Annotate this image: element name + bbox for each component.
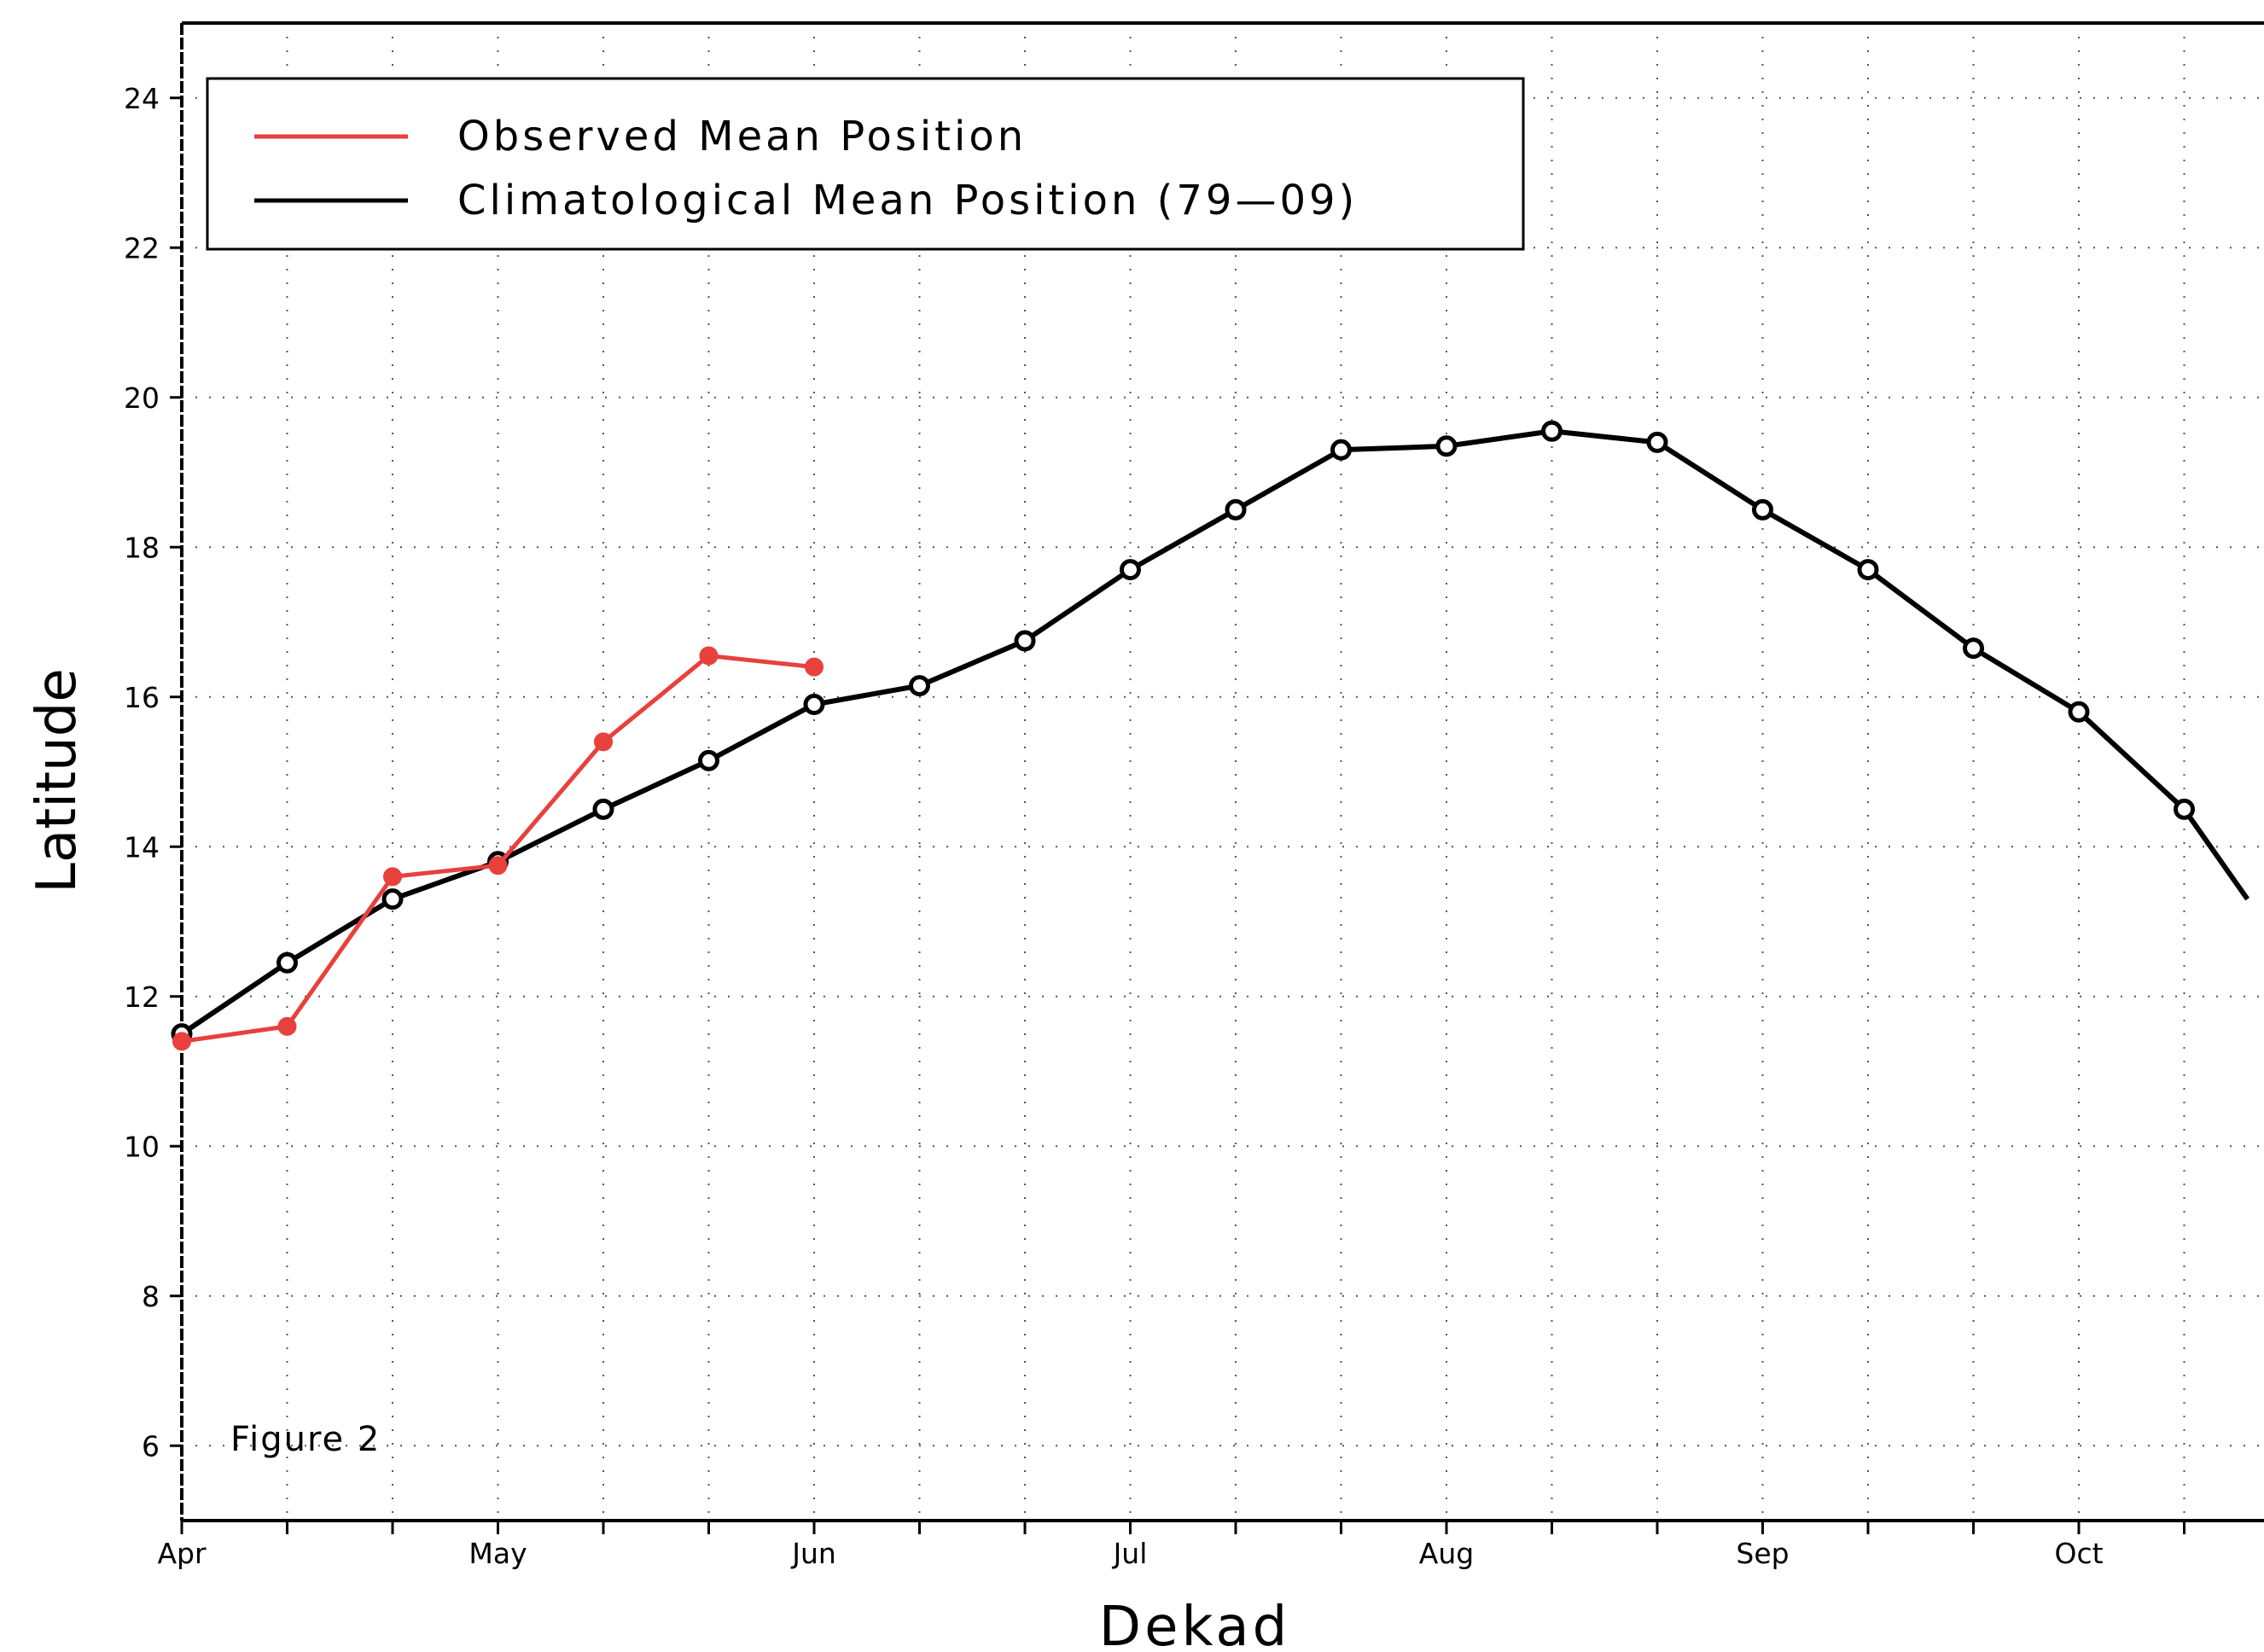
data-point <box>1120 559 1141 581</box>
y-axis-title: Latitude <box>26 668 89 893</box>
y-tick-label: 20 <box>124 381 160 415</box>
x-tick-label: Sep <box>1736 1537 1789 1570</box>
data-point <box>1646 431 1668 453</box>
x-axis-title: Dekad <box>1099 1596 1290 1652</box>
x-tick-label: Oct <box>2054 1537 2103 1570</box>
data-point <box>1857 559 1879 581</box>
y-tick-label: 24 <box>124 82 160 115</box>
axes: 6 8 10 12 14 16 18 20 22 24 Apr May Jun Jul Aug Sep Oct <box>124 21 2264 1570</box>
data-point <box>803 694 825 716</box>
data-point <box>698 749 719 771</box>
series-observed <box>172 646 824 1051</box>
data-point <box>1541 420 1563 442</box>
data-point <box>699 646 719 666</box>
y-tick-label: 16 <box>124 681 160 714</box>
y-tick-label: 6 <box>142 1429 160 1463</box>
legend-box <box>206 77 1525 251</box>
y-tick-label: 12 <box>124 980 160 1014</box>
y-tick-label: 14 <box>124 830 160 864</box>
figure-annotation: Figure 2 <box>230 1420 381 1459</box>
data-point <box>909 675 930 697</box>
x-tick-label: Jun <box>790 1537 836 1570</box>
legend: Observed Mean Position Climatological Mea… <box>206 77 1525 251</box>
data-point <box>594 732 613 752</box>
series-layer <box>171 420 2250 1051</box>
x-tick-label: Aug <box>1419 1537 1474 1570</box>
data-point <box>1752 498 1773 521</box>
y-tick-label: 22 <box>124 231 160 265</box>
data-point <box>381 888 404 910</box>
y-tick-label: 18 <box>124 531 160 564</box>
series-climatological <box>171 420 2250 1045</box>
grid <box>182 23 2264 1521</box>
data-point <box>172 1032 191 1051</box>
data-point <box>277 1016 297 1036</box>
x-tick-label: Jul <box>1112 1537 1148 1570</box>
y-tick-label: 10 <box>124 1130 160 1163</box>
x-tick-label: May <box>469 1537 527 1570</box>
data-point <box>1963 637 1984 660</box>
data-point <box>1330 439 1352 461</box>
data-point <box>488 856 508 875</box>
data-point <box>2174 798 2195 820</box>
data-point <box>805 657 824 677</box>
legend-label: Observed Mean Position <box>457 113 1027 160</box>
data-point <box>1225 498 1247 521</box>
data-point <box>592 798 614 820</box>
data-point <box>2068 701 2090 723</box>
legend-label: Climatological Mean Position (79—09) <box>457 177 1358 224</box>
data-point <box>276 951 298 974</box>
data-point <box>1014 630 1036 652</box>
y-tick-label: 8 <box>142 1280 160 1313</box>
data-point <box>1435 435 1458 457</box>
data-point <box>383 867 402 887</box>
x-tick-label: Apr <box>157 1537 207 1570</box>
